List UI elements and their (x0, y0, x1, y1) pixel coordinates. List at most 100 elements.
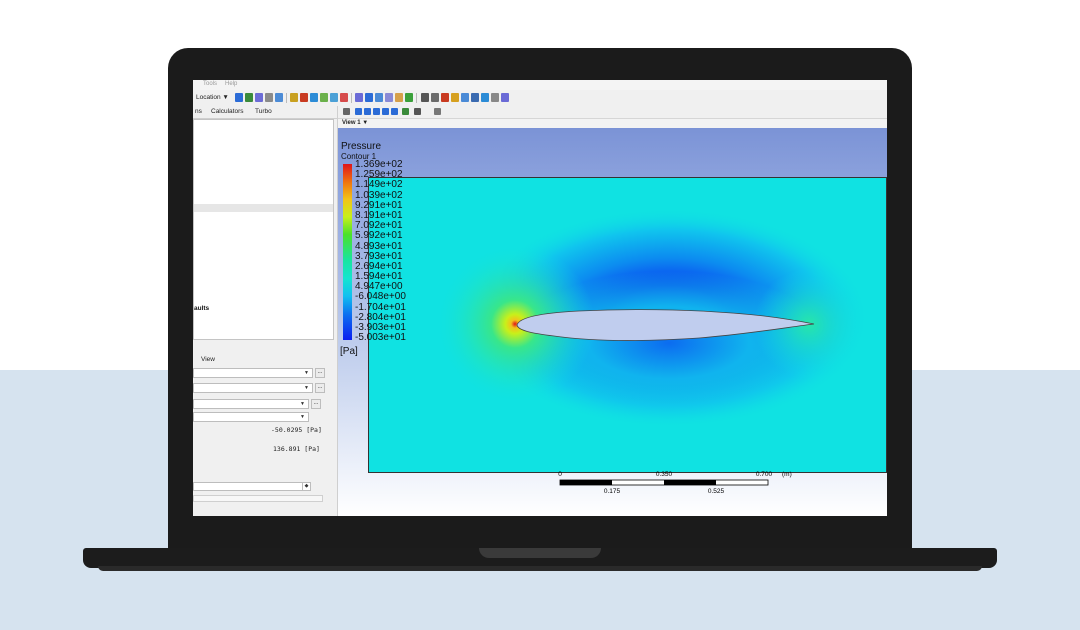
chart-icon[interactable] (375, 93, 383, 102)
outline-panel: ns Calculators Turbo aults View ▼ ... ▼ … (193, 106, 338, 516)
legend-title: Pressure (341, 141, 382, 152)
chevron-down-icon: ▼ (300, 414, 305, 420)
min-value: -50.0295 [Pa] (271, 426, 322, 434)
menubar: Tools Help (193, 80, 887, 90)
legend-label: 4.893e+01 (355, 240, 403, 252)
number-spinner[interactable]: ◆ (193, 482, 311, 491)
toolbar-separator (286, 93, 287, 103)
scale-unit: (m) (782, 471, 792, 478)
legend-label: 1.594e+01 (355, 271, 403, 283)
zoom-fit-icon[interactable] (391, 108, 398, 115)
legend-label: 4.947e+00 (355, 281, 403, 293)
menu-help[interactable]: Help (225, 81, 238, 87)
chevron-down-icon: ▼ (300, 401, 305, 407)
fit-view-icon[interactable] (402, 108, 409, 115)
dropdown-3[interactable]: ▼ (193, 399, 309, 409)
contour-icon[interactable] (265, 93, 273, 102)
tab-turbo[interactable]: Turbo (255, 108, 272, 115)
tree-item-defaults[interactable]: aults (194, 305, 210, 312)
legend-label: 8.191e+01 (355, 209, 403, 221)
surface-icon[interactable] (330, 93, 338, 102)
main-toolbar: Location ▼ (193, 90, 887, 107)
laptop-notch (479, 548, 601, 558)
more-button-2[interactable]: ... (315, 383, 325, 393)
axis-icon[interactable] (434, 108, 441, 115)
airfoil-shape (516, 309, 815, 341)
window-icon[interactable] (501, 93, 509, 102)
legend-label: 1.259e+02 (355, 169, 403, 181)
macro-icon[interactable] (461, 93, 469, 102)
scale-label-175: 0.175 (604, 488, 621, 495)
camera-icon[interactable] (235, 93, 243, 102)
zoom-box-icon[interactable] (382, 108, 389, 115)
legend-label: 1.149e+02 (355, 179, 403, 191)
rotate-icon[interactable] (355, 108, 362, 115)
render-canvas[interactable]: Pressure Contour 1 1.369e+02 1.259e+02 1… (338, 128, 887, 516)
viewport-icon[interactable] (414, 108, 421, 115)
legend-label: 1.369e+02 (355, 159, 403, 170)
toolbar-separator (416, 93, 417, 103)
more-button-3[interactable]: ... (311, 399, 321, 409)
scale-label-525: 0.525 (708, 488, 725, 495)
pressure-contour-domain (368, 177, 887, 473)
tab-view[interactable]: View (201, 356, 215, 363)
zoom-icon[interactable] (373, 108, 380, 115)
plane-icon[interactable] (245, 93, 253, 102)
scale-label-0: 0 (558, 471, 562, 478)
table-icon[interactable] (365, 93, 373, 102)
pan-icon[interactable] (364, 108, 371, 115)
pencil-icon[interactable] (451, 93, 459, 102)
panel-tabs: ns Calculators Turbo (193, 106, 337, 119)
legend-subtitle: Contour 1 (341, 152, 377, 161)
dropdown-1[interactable]: ▼ (193, 368, 313, 378)
legend-label: -3.903e+01 (355, 322, 406, 333)
report-icon[interactable] (405, 93, 413, 102)
view-label[interactable]: View 1 ▼ (342, 120, 369, 126)
app-window: Tools Help Location ▼ (193, 80, 887, 516)
line-icon[interactable] (255, 93, 263, 102)
dropdown-4[interactable]: ▼ (193, 412, 309, 422)
scale-label-350: 0.350 (656, 471, 673, 478)
comment-icon[interactable] (385, 93, 393, 102)
legend-label: 7.092e+01 (355, 220, 403, 232)
legend-unit: [Pa] (340, 346, 358, 357)
import-icon[interactable] (481, 93, 489, 102)
print-icon[interactable] (491, 93, 499, 102)
contour-plot (369, 178, 886, 472)
dropdown-2[interactable]: ▼ (193, 383, 313, 393)
max-value: 136.891 [Pa] (273, 445, 320, 453)
animation-icon[interactable] (431, 93, 439, 102)
select-icon[interactable] (343, 108, 350, 115)
location-button[interactable]: Location ▼ (196, 94, 229, 101)
tab-calculators[interactable]: Calculators (211, 108, 244, 115)
scale-bar: 0 0.350 0.700 (m) 0.175 0.525 (558, 471, 792, 495)
particle-icon[interactable] (300, 93, 308, 102)
spinner-arrows-icon[interactable]: ◆ (302, 483, 310, 490)
text-icon[interactable] (340, 93, 348, 102)
laptop-base-edge (98, 566, 982, 571)
collapse-row[interactable] (193, 495, 323, 502)
toolbar-separator (351, 93, 352, 103)
legend-label: -2.804e+01 (355, 311, 406, 323)
expression-icon[interactable] (355, 93, 363, 102)
vector-icon[interactable] (275, 93, 283, 102)
tab-expressions[interactable]: ns (195, 108, 202, 115)
chevron-down-icon: ▼ (304, 385, 309, 391)
streamline-icon[interactable] (290, 93, 298, 102)
legend-label: 9.291e+01 (355, 199, 403, 211)
outline-tree[interactable]: aults (193, 119, 334, 340)
tree-selected-row[interactable] (194, 204, 333, 212)
more-button-1[interactable]: ... (315, 368, 325, 378)
legend-label: 1.039e+02 (355, 189, 403, 201)
viewer-toolbar (338, 106, 887, 119)
legend-label: -6.048e+00 (355, 291, 406, 303)
clock-icon[interactable] (421, 93, 429, 102)
figure-icon[interactable] (395, 93, 403, 102)
volume-icon[interactable] (310, 93, 318, 102)
view-selector[interactable]: View 1 ▼ (338, 119, 887, 128)
menu-tools[interactable]: Tools (203, 81, 218, 87)
isosurface-icon[interactable] (320, 93, 328, 102)
legend-label: 3.793e+01 (355, 250, 403, 262)
probe-icon[interactable] (441, 93, 449, 102)
export-icon[interactable] (471, 93, 479, 102)
